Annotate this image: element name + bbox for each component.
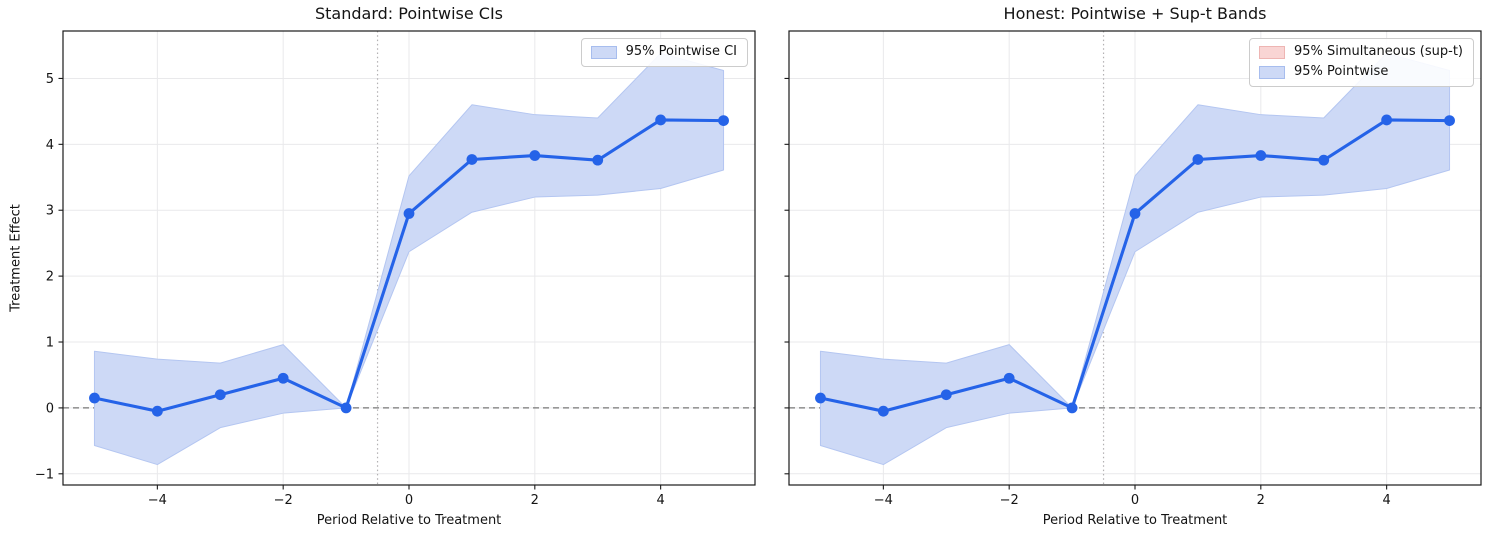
data-point-marker [1192, 154, 1204, 165]
data-point-marker [940, 389, 952, 401]
data-point-marker [340, 402, 352, 414]
data-point-marker [529, 150, 541, 161]
confidence-band [93, 52, 725, 466]
supt-band-swatch-icon [1259, 45, 1285, 59]
data-point-marker [1318, 154, 1330, 166]
confidence-band [819, 52, 1451, 466]
legend-label: 95% Pointwise [1294, 63, 1389, 79]
x-tick-label: 0 [405, 493, 413, 508]
data-point-marker [718, 115, 729, 127]
legend-label: 95% Simultaneous (sup-t) [1294, 44, 1463, 59]
left-x-axis-label: Period Relative to Treatment [316, 513, 502, 528]
y-tick-label: −1 [35, 467, 54, 482]
right-x-axis-label: Period Relative to Treatment [1042, 513, 1228, 528]
x-tick-label: 4 [1382, 493, 1390, 508]
y-tick-label: 5 [46, 72, 54, 87]
right-plot-legend: 95% Simultaneous (sup-t) 95% Pointwise [1249, 38, 1474, 87]
data-point-marker [403, 208, 415, 219]
x-tick-label: 2 [1257, 493, 1265, 508]
x-tick-label: −4 [148, 493, 167, 508]
data-point-marker [1444, 115, 1455, 127]
data-point-marker [1129, 208, 1141, 219]
plot-panel-0: −4 −2 0 2 4 −1 0 1 2 3 4 5 [35, 30, 756, 508]
data-point-marker [877, 405, 889, 417]
y-tick-label: 3 [46, 204, 54, 219]
data-point-marker [655, 114, 667, 126]
data-point-marker [1003, 372, 1015, 384]
legend-item-simultaneous-supt: 95% Simultaneous (sup-t) [1259, 44, 1463, 60]
data-point-marker [277, 372, 289, 384]
pointwise-ci-swatch-icon [590, 45, 617, 59]
legend-label: 95% Pointwise CI [625, 44, 737, 59]
left-plot-title: Standard: Pointwise CIs [314, 4, 504, 23]
right-plot-title: Honest: Pointwise + Sup-t Bands [1003, 4, 1267, 23]
y-tick-label: 1 [46, 336, 54, 351]
data-point-marker [592, 154, 604, 166]
x-tick-label: −2 [1000, 493, 1019, 508]
pointwise-band-swatch-icon [1259, 65, 1285, 79]
legend-item-pointwise-ci: 95% Pointwise CI [590, 44, 737, 60]
legend-item-pointwise: 95% Pointwise [1259, 63, 1463, 80]
data-point-marker [466, 154, 478, 165]
x-tick-label: 4 [656, 493, 664, 508]
plot-panel-1: −4 −2 0 2 4 [784, 30, 1482, 508]
data-point-marker [1066, 402, 1078, 414]
y-tick-label: 0 [46, 401, 54, 416]
y-axis-label: Treatment Effect [8, 204, 24, 312]
y-tick-label: 4 [46, 138, 54, 153]
data-point-marker [151, 405, 163, 417]
x-tick-label: −2 [274, 493, 293, 508]
data-point-marker [815, 392, 826, 404]
x-tick-label: 2 [531, 493, 539, 508]
data-point-marker [1381, 114, 1393, 126]
data-point-marker [1255, 150, 1267, 161]
x-tick-label: 0 [1131, 493, 1139, 508]
data-point-marker [214, 389, 226, 401]
left-plot-legend: 95% Pointwise CI [580, 38, 748, 67]
x-tick-label: −4 [874, 493, 893, 508]
data-point-marker [89, 392, 100, 404]
y-tick-label: 2 [46, 270, 54, 285]
